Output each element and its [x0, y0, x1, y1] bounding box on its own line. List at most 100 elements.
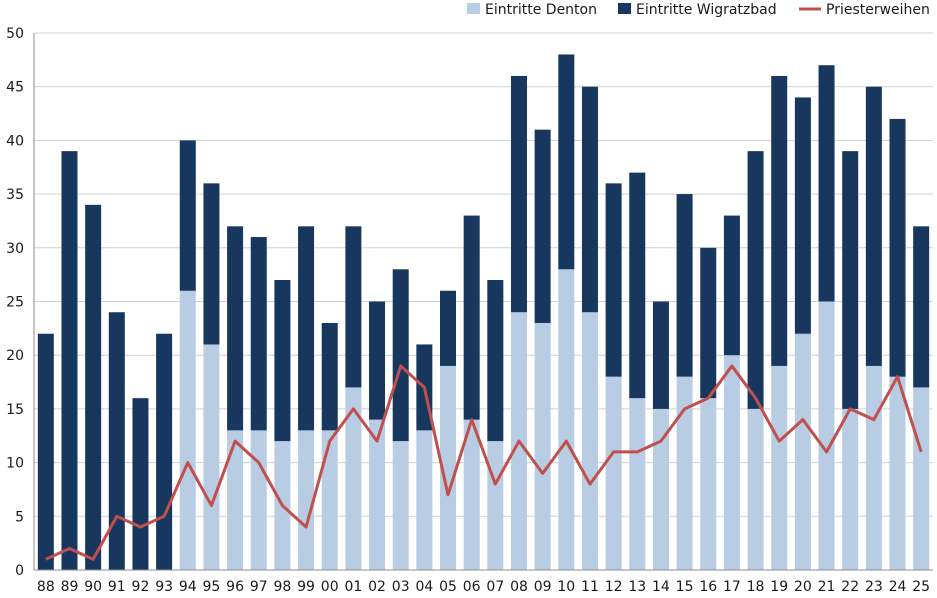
bar-eintritte-denton-01 — [345, 387, 362, 570]
bar-eintritte-denton-21 — [818, 301, 835, 570]
y-tick-label: 45 — [6, 80, 24, 96]
x-tick-label: 12 — [605, 579, 623, 595]
x-axis-ticks: 88 89 90 91 92 93 94 95 96 97 98 99 00 01 02 03 04 05 06 07… — [37, 579, 930, 595]
y-tick-label: 15 — [6, 402, 24, 418]
x-tick-label: 13 — [628, 579, 646, 595]
x-tick-label: 15 — [676, 579, 694, 595]
bar-eintritte-wigratzbad-96 — [227, 226, 244, 431]
x-tick-label: 95 — [203, 579, 221, 595]
bar-eintritte-wigratzbad-06 — [463, 215, 480, 420]
line-series — [45, 364, 923, 561]
bar-eintritte-wigratzbad-18 — [747, 151, 764, 409]
bar-eintritte-denton-05 — [440, 365, 457, 570]
y-tick-label: 50 — [6, 26, 24, 42]
x-tick-label: 22 — [841, 579, 859, 595]
x-tick-label: 99 — [297, 579, 315, 595]
bar-eintritte-wigratzbad-98 — [274, 280, 291, 442]
bar-eintritte-denton-10 — [558, 269, 575, 570]
bar-eintritte-wigratzbad-20 — [794, 97, 811, 334]
bar-eintritte-wigratzbad-97 — [250, 237, 267, 431]
bars — [34, 54, 933, 571]
bar-eintritte-denton-96 — [227, 430, 244, 570]
bar-eintritte-wigratzbad-95 — [203, 183, 220, 345]
x-tick-label: 05 — [439, 579, 457, 595]
bar-eintritte-denton-11 — [581, 312, 598, 570]
bar-eintritte-denton-13 — [629, 398, 646, 570]
bar-eintritte-denton-04 — [416, 430, 433, 570]
y-tick-label: 0 — [15, 563, 24, 579]
y-axis-ticks: 0 5 10 15 20 25 30 35 40 45 50 — [6, 26, 24, 579]
bar-eintritte-wigratzbad-89 — [61, 151, 78, 570]
x-tick-label: 14 — [652, 579, 670, 595]
y-tick-label: 35 — [6, 187, 24, 203]
legend-item: Eintritte Wigratzbad — [618, 2, 777, 18]
bar-eintritte-wigratzbad-16 — [700, 247, 717, 399]
x-tick-label: 20 — [794, 579, 812, 595]
x-tick-label: 17 — [723, 579, 741, 595]
x-tick-label: 02 — [368, 579, 386, 595]
bar-eintritte-denton-09 — [534, 322, 551, 570]
y-tick-label: 5 — [15, 509, 24, 525]
bar-eintritte-denton-02 — [369, 419, 386, 570]
bar-eintritte-wigratzbad-00 — [321, 322, 338, 431]
x-tick-label: 93 — [155, 579, 173, 595]
bar-eintritte-denton-15 — [676, 376, 693, 570]
bar-eintritte-denton-14 — [652, 408, 669, 570]
bar-eintritte-wigratzbad-24 — [889, 118, 906, 377]
x-tick-label: 24 — [889, 579, 907, 595]
bar-eintritte-wigratzbad-03 — [392, 269, 409, 442]
bar-eintritte-denton-97 — [250, 430, 267, 570]
bar-eintritte-wigratzbad-93 — [156, 333, 173, 570]
bar-eintritte-denton-22 — [842, 408, 859, 570]
x-tick-label: 98 — [273, 579, 291, 595]
bar-eintritte-wigratzbad-13 — [629, 172, 646, 399]
bar-eintritte-wigratzbad-17 — [723, 215, 740, 356]
legend-label: Eintritte Denton — [485, 2, 597, 18]
bar-eintritte-wigratzbad-88 — [37, 333, 54, 570]
line-priesterweihen — [45, 364, 923, 561]
x-tick-label: 09 — [534, 579, 552, 595]
bar-eintritte-wigratzbad-23 — [865, 86, 882, 366]
bar-eintritte-denton-23 — [865, 365, 882, 570]
bar-eintritte-wigratzbad-92 — [132, 398, 149, 570]
bar-eintritte-denton-00 — [321, 430, 338, 570]
x-tick-label: 01 — [344, 579, 362, 595]
y-tick-label: 25 — [6, 295, 24, 311]
x-tick-label: 90 — [84, 579, 102, 595]
y-tick-label: 30 — [6, 241, 24, 257]
bar-eintritte-wigratzbad-22 — [842, 151, 859, 409]
bar-eintritte-denton-19 — [771, 365, 788, 570]
x-tick-label: 10 — [557, 579, 575, 595]
bar-eintritte-denton-95 — [203, 344, 220, 570]
legend-label: Priesterweihen — [826, 2, 930, 18]
bar-eintritte-wigratzbad-08 — [510, 75, 527, 313]
bar-eintritte-wigratzbad-09 — [534, 129, 551, 323]
bar-eintritte-denton-25 — [913, 387, 930, 570]
y-tick-label: 40 — [6, 133, 24, 149]
legend-swatch — [618, 3, 631, 14]
x-tick-label: 11 — [581, 579, 599, 595]
x-tick-label: 18 — [747, 579, 765, 595]
x-tick-label: 03 — [392, 579, 410, 595]
x-tick-label: 08 — [510, 579, 528, 595]
bar-eintritte-denton-16 — [700, 398, 717, 570]
bar-eintritte-wigratzbad-25 — [913, 226, 930, 388]
x-tick-label: 89 — [61, 579, 79, 595]
bar-eintritte-wigratzbad-07 — [487, 280, 504, 442]
bar-eintritte-denton-99 — [298, 430, 315, 570]
bar-eintritte-wigratzbad-14 — [652, 301, 669, 409]
bar-eintritte-denton-06 — [463, 419, 480, 570]
x-tick-label: 96 — [226, 579, 244, 595]
x-tick-label: 94 — [179, 579, 197, 595]
legend-swatch — [467, 3, 480, 14]
x-tick-label: 23 — [865, 579, 883, 595]
bar-eintritte-wigratzbad-19 — [771, 75, 788, 366]
bar-eintritte-wigratzbad-94 — [179, 140, 196, 291]
bar-eintritte-wigratzbad-99 — [298, 226, 315, 431]
bar-eintritte-denton-17 — [723, 355, 740, 570]
x-tick-label: 07 — [486, 579, 504, 595]
x-tick-label: 16 — [699, 579, 717, 595]
bar-eintritte-wigratzbad-90 — [85, 204, 102, 570]
